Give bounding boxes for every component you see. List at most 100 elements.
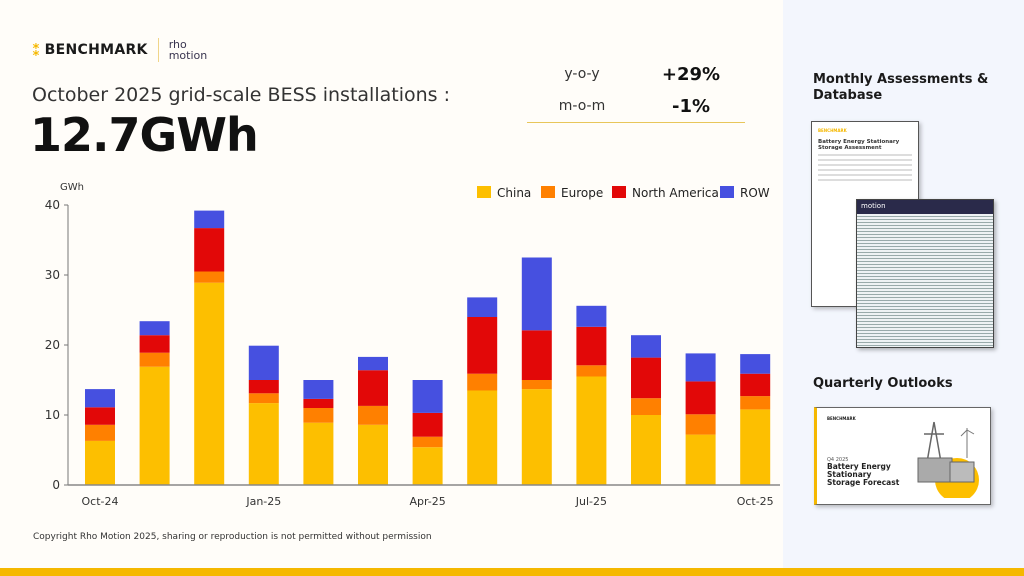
bar-segment-north-america xyxy=(248,380,279,394)
kpi-label: m-o-m xyxy=(558,98,606,114)
bar-segment-europe xyxy=(467,373,498,391)
bar-segment-europe xyxy=(194,271,225,283)
battery-storage-illustration-icon xyxy=(917,421,979,498)
bar-segment-row xyxy=(576,305,607,327)
bar-segment-china xyxy=(576,376,607,485)
rho-motion-wordmark: rho motion xyxy=(168,38,208,62)
quarterly-title: Quarterly Outlooks xyxy=(813,376,953,391)
bar-segment-row xyxy=(85,389,115,408)
bar-segment-europe xyxy=(303,408,334,423)
bar-segment-north-america xyxy=(412,412,443,437)
bar-segment-row xyxy=(740,354,771,374)
bar-segment-china xyxy=(85,440,115,485)
bar-segment-china xyxy=(412,447,443,485)
bar-segment-china xyxy=(740,409,771,485)
doc-title: Battery Energy Stationary Storage Foreca… xyxy=(827,462,900,487)
bar-segment-north-america xyxy=(139,335,170,353)
bar-segment-row xyxy=(248,345,279,380)
bar-segment-china xyxy=(303,422,334,485)
y-tick-label: 10 xyxy=(45,408,60,422)
quarterly-outlook-thumbnail[interactable]: BENCHMARK Q4 2025 Battery Energy Station… xyxy=(814,407,991,505)
bar-segment-europe xyxy=(576,365,607,377)
y-tick-label: 30 xyxy=(45,268,60,282)
bar-segment-china xyxy=(631,415,661,485)
legend-label: North America xyxy=(632,186,719,200)
headline-value: 12.7GWh xyxy=(30,108,259,162)
x-tick-label: Apr-25 xyxy=(409,495,445,508)
bar-segment-row xyxy=(358,356,388,371)
bar-segment-row xyxy=(303,380,334,399)
stacked-bar-chart: GWh 0 10 20 30 40 Oct-24 Jan-25 Apr-25 Jul-25 Oct-… xyxy=(45,182,780,508)
database-rows xyxy=(857,214,993,347)
x-tick-label: Oct-24 xyxy=(82,495,119,508)
bar-segment-china xyxy=(139,366,170,485)
kpi-mom: m-o-m -1% xyxy=(527,90,745,122)
bar-segment-row xyxy=(412,380,443,413)
y-tick-label: 0 xyxy=(52,478,60,492)
page-subtitle: October 2025 grid-scale BESS installatio… xyxy=(32,84,450,106)
legend-label: ROW xyxy=(740,186,770,200)
bar-segment-north-america xyxy=(576,326,607,366)
bar-segment-china xyxy=(685,434,716,485)
bar-segment-row xyxy=(194,210,225,229)
sidebar: Monthly Assessments & Database BENCHMARK… xyxy=(783,0,1024,568)
bar-segment-europe xyxy=(685,414,716,435)
bar-segment-europe xyxy=(740,396,771,410)
legend-swatch xyxy=(541,186,555,198)
kpi-panel: y-o-y +29% m-o-m -1% xyxy=(527,58,745,123)
kpi-value: -1% xyxy=(671,95,711,117)
bar-segment-europe xyxy=(631,398,661,415)
y-tick-label: 20 xyxy=(45,338,60,352)
bar-segment-north-america xyxy=(631,357,661,399)
doc-logo: BENCHMARK xyxy=(827,416,856,421)
bar-segment-north-america xyxy=(85,407,115,425)
y-tick-label: 40 xyxy=(45,198,60,212)
bar-segment-china xyxy=(521,389,552,485)
x-tick-label: Oct-25 xyxy=(737,495,774,508)
bar-segment-north-america xyxy=(740,373,771,397)
bar-segment-europe xyxy=(412,436,443,448)
doc-title: Battery Energy Stationary Storage Assess… xyxy=(818,139,900,151)
copyright: Copyright Rho Motion 2025, sharing or re… xyxy=(33,532,432,542)
bar-segment-north-america xyxy=(194,228,225,272)
legend-swatch xyxy=(720,186,734,198)
bar-segment-europe xyxy=(139,352,170,367)
doc-logo: BENCHMARK xyxy=(818,128,847,133)
legend-swatch xyxy=(477,186,491,198)
legend-swatch xyxy=(612,186,626,198)
benchmark-wordmark: BENCHMARK xyxy=(44,42,148,58)
kpi-label: y-o-y xyxy=(564,66,600,82)
bar-segment-north-america xyxy=(358,370,388,406)
bar-segment-china xyxy=(467,390,498,485)
bar-segment-row xyxy=(467,297,498,317)
bar-segment-row xyxy=(685,353,716,382)
logo-divider xyxy=(157,38,159,62)
bar-segment-china xyxy=(248,403,279,485)
database-thumbnail[interactable]: motion xyxy=(856,199,994,348)
database-brand: motion xyxy=(857,200,993,214)
logo: ⁑ BENCHMARK rho motion xyxy=(32,38,207,62)
x-tick-label: Jul-25 xyxy=(575,495,607,508)
bar-segment-row xyxy=(139,321,170,336)
kpi-yoy: y-o-y +29% xyxy=(527,58,745,90)
bar-segment-china xyxy=(358,424,388,485)
bar-segment-row xyxy=(521,257,552,331)
bar-segment-europe xyxy=(521,380,552,390)
doc-period: Q4 2025 xyxy=(827,457,849,463)
legend-label: Europe xyxy=(561,186,603,200)
x-tick-label: Jan-25 xyxy=(245,495,281,508)
bar-segment-north-america xyxy=(685,381,716,415)
legend-label: China xyxy=(497,186,531,200)
bar-segment-row xyxy=(631,335,661,358)
benchmark-logo-icon: ⁑ xyxy=(32,40,41,60)
kpi-value: +29% xyxy=(661,63,721,85)
bar-segment-north-america xyxy=(303,398,334,408)
y-axis-label: GWh xyxy=(60,182,84,193)
bar-segment-europe xyxy=(85,424,115,441)
bar-segment-north-america xyxy=(467,317,498,374)
bar-segment-north-america xyxy=(521,330,552,380)
bar-segment-europe xyxy=(248,393,279,404)
monthly-title: Monthly Assessments & Database xyxy=(813,72,989,103)
bottom-accent-bar xyxy=(0,568,1024,576)
bar-segment-china xyxy=(194,282,225,485)
